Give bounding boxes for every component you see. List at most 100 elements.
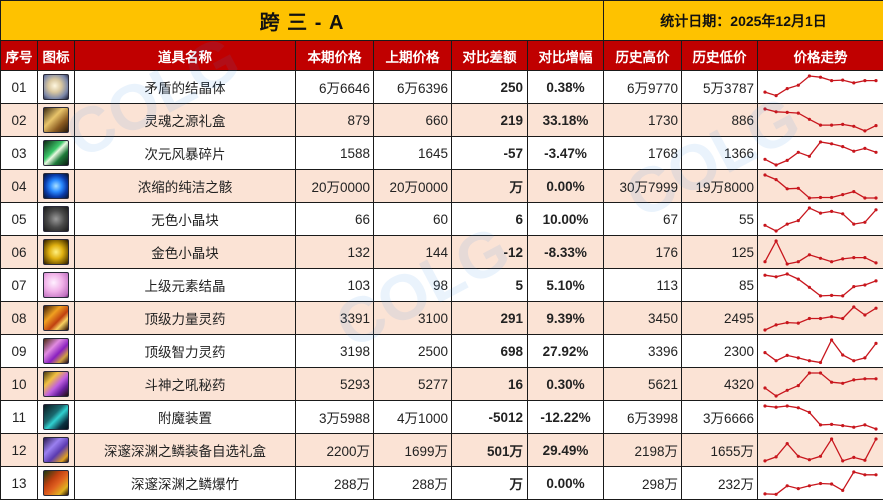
previous-price: 98 [373, 268, 452, 302]
row-index: 12 [0, 433, 38, 467]
history-high: 176 [603, 235, 683, 269]
current-price: 288万 [295, 466, 374, 500]
history-high: 67 [603, 202, 683, 236]
change-pct: 10.00% [526, 202, 605, 236]
history-low: 125 [681, 235, 759, 269]
price-diff: 万 [451, 466, 528, 500]
price-diff: -12 [451, 235, 528, 269]
item-name: 顶级力量灵药 [74, 301, 296, 335]
current-price: 3198 [295, 334, 374, 368]
change-pct: -3.47% [526, 136, 605, 170]
item-name: 顶级智力灵药 [74, 334, 296, 368]
item-name: 深邃深渊之鳞爆竹 [74, 466, 296, 500]
item-icon-cell [37, 136, 75, 170]
price-diff: 250 [451, 70, 528, 104]
change-pct: 5.10% [526, 268, 605, 302]
previous-price: 3100 [373, 301, 452, 335]
price-trend-sparkline [757, 400, 883, 434]
page-title: 跨 三 - A [0, 0, 605, 41]
item-name: 上级元素结晶 [74, 268, 296, 302]
price-trend-sparkline [757, 202, 883, 236]
gift-box-icon [43, 107, 69, 133]
previous-price: 60 [373, 202, 452, 236]
item-icon-cell [37, 202, 75, 236]
price-trend-sparkline [757, 433, 883, 467]
history-high: 1768 [603, 136, 683, 170]
intelligence-elixir-icon [43, 338, 69, 364]
table-row: 12 深邃深渊之鳞装备自选礼盒 2200万 1699万 501万 29.49% … [0, 433, 883, 467]
abyss-firecracker-icon [43, 470, 69, 496]
item-name: 灵魂之源礼盒 [74, 103, 296, 137]
price-diff: -57 [451, 136, 528, 170]
item-name: 金色小晶块 [74, 235, 296, 269]
previous-price: 2500 [373, 334, 452, 368]
history-low: 4320 [681, 367, 759, 401]
strength-elixir-icon [43, 305, 69, 331]
storm-shard-icon [43, 140, 69, 166]
col-header-price-trend: 价格走势 [757, 40, 883, 71]
change-pct: 29.49% [526, 433, 605, 467]
price-trend-sparkline [757, 367, 883, 401]
row-index: 03 [0, 136, 38, 170]
item-name: 次元风暴碎片 [74, 136, 296, 170]
enchant-device-icon [43, 404, 69, 430]
sparkline-chart [763, 470, 878, 496]
price-trend-sparkline [757, 466, 883, 500]
table-row: 09 顶级智力灵药 3198 2500 698 27.92% 3396 2300 [0, 334, 883, 368]
item-name: 深邃深渊之鳞装备自选礼盒 [74, 433, 296, 467]
item-name: 矛盾的结晶体 [74, 70, 296, 104]
item-icon-cell [37, 466, 75, 500]
previous-price: 20万0000 [373, 169, 452, 203]
price-trend-sparkline [757, 136, 883, 170]
history-high: 6万3998 [603, 400, 683, 434]
change-pct: 0.30% [526, 367, 605, 401]
sparkline-chart [763, 140, 878, 167]
table-row: 01 矛盾的结晶体 6万6646 6万6396 250 0.38% 6万9770… [0, 70, 883, 104]
price-diff: 219 [451, 103, 528, 137]
item-icon-cell [37, 70, 75, 104]
price-diff: 698 [451, 334, 528, 368]
price-trend-sparkline [757, 334, 883, 368]
column-header-row: 序号 图标 道具名称 本期价格 上期价格 对比差额 对比增幅 历史高价 历史低价… [0, 40, 883, 71]
change-pct: -8.33% [526, 235, 605, 269]
sparkline-chart [763, 437, 878, 463]
history-low: 85 [681, 268, 759, 302]
change-pct: 0.00% [526, 466, 605, 500]
item-name: 浓缩的纯洁之骸 [74, 169, 296, 203]
price-trend-sparkline [757, 301, 883, 335]
col-header-current-price: 本期价格 [295, 40, 374, 71]
history-high: 30万7999 [603, 169, 683, 203]
title-row: 跨 三 - A 统计日期：2025年12月1日 [0, 0, 883, 41]
sparkline-chart [763, 239, 878, 266]
element-crystal-icon [43, 272, 69, 298]
col-header-change-pct: 对比增幅 [526, 40, 605, 71]
sparkline-chart [763, 74, 878, 98]
price-diff: 16 [451, 367, 528, 401]
price-trend-sparkline [757, 235, 883, 269]
sparkline-chart [763, 272, 878, 298]
history-high: 3450 [603, 301, 683, 335]
price-diff: 万 [451, 169, 528, 203]
price-trend-sparkline [757, 103, 883, 137]
table-row: 11 附魔装置 3万5988 4万1000 -5012 -12.22% 6万39… [0, 400, 883, 434]
item-icon-cell [37, 433, 75, 467]
sparkline-chart [763, 305, 878, 332]
history-low: 1366 [681, 136, 759, 170]
current-price: 103 [295, 268, 374, 302]
previous-price: 144 [373, 235, 452, 269]
price-trend-sparkline [757, 169, 883, 203]
price-diff: 501万 [451, 433, 528, 467]
previous-price: 6万6396 [373, 70, 452, 104]
current-price: 879 [295, 103, 374, 137]
row-index: 01 [0, 70, 38, 104]
war-god-potion-icon [43, 371, 69, 397]
change-pct: 0.00% [526, 169, 605, 203]
previous-price: 1699万 [373, 433, 452, 467]
col-header-previous-price: 上期价格 [373, 40, 452, 71]
table-row: 02 灵魂之源礼盒 879 660 219 33.18% 1730 886 [0, 103, 883, 137]
table-row: 04 浓缩的纯洁之骸 20万0000 20万0000 万 0.00% 30万79… [0, 169, 883, 203]
abyss-gift-box-icon [43, 437, 69, 463]
history-low: 55 [681, 202, 759, 236]
item-icon-cell [37, 103, 75, 137]
